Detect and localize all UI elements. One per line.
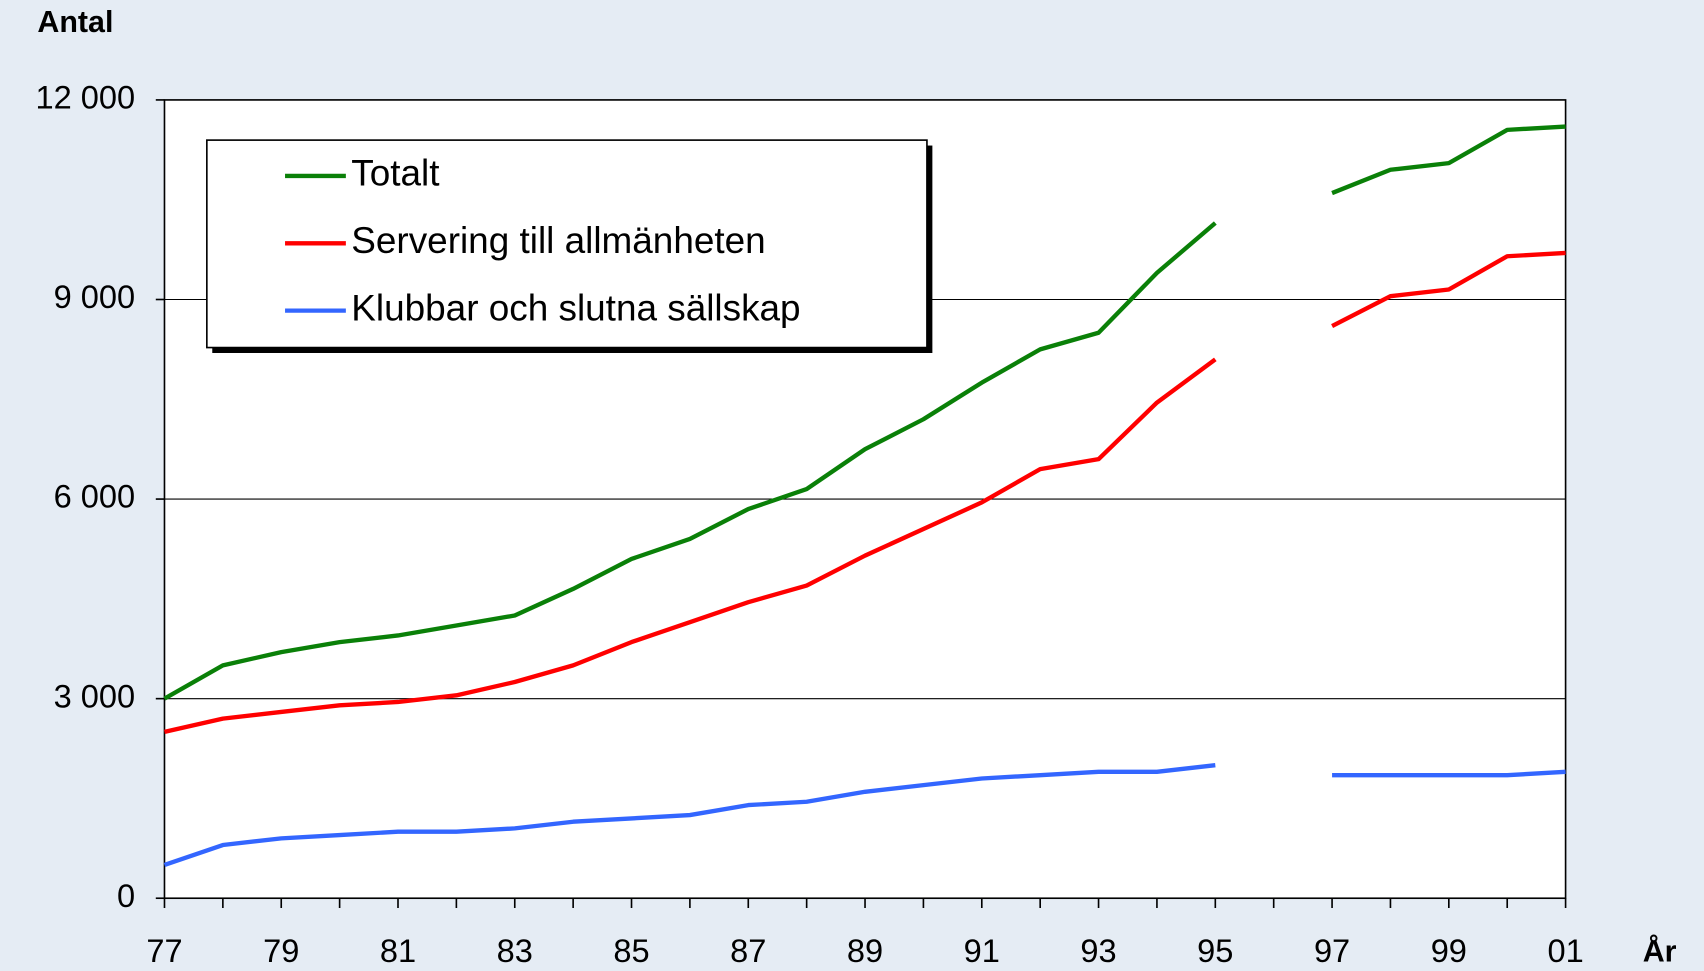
x-tick-label: 81 [380, 933, 416, 969]
x-tick-label: 99 [1431, 933, 1467, 969]
legend: Totalt Servering till allmänheten Klubbar … [206, 139, 933, 353]
x-tick-label: 95 [1197, 933, 1233, 969]
x-tick-label: 77 [146, 933, 182, 969]
y-tick-label: 0 [117, 878, 135, 914]
x-tick-label: 01 [1547, 933, 1583, 969]
x-tick-label: 85 [613, 933, 649, 969]
x-tick-label: 83 [497, 933, 533, 969]
x-tick-label: 93 [1080, 933, 1116, 969]
x-tick-label: 97 [1314, 933, 1350, 969]
legend-label: Totalt [351, 153, 439, 194]
y-tick-label: 12 000 [35, 80, 135, 116]
x-axis-title: År [1643, 935, 1677, 969]
y-axis-title: Antal [37, 5, 113, 39]
y-tick-label: 3 000 [54, 678, 136, 714]
series-line [163, 763, 1566, 868]
legend-label: Klubbar och slutna sällskap [351, 287, 800, 328]
x-tick-label: 89 [847, 933, 883, 969]
legend-label: Servering till allmänheten [351, 220, 765, 261]
y-tick-label: 9 000 [54, 279, 136, 315]
y-tick-label: 6 000 [54, 479, 136, 515]
x-tick-label: 79 [263, 933, 299, 969]
x-tick-label: 91 [964, 933, 1000, 969]
series-line [163, 250, 1566, 735]
x-tick-label: 87 [730, 933, 766, 969]
series-line [163, 124, 1566, 701]
